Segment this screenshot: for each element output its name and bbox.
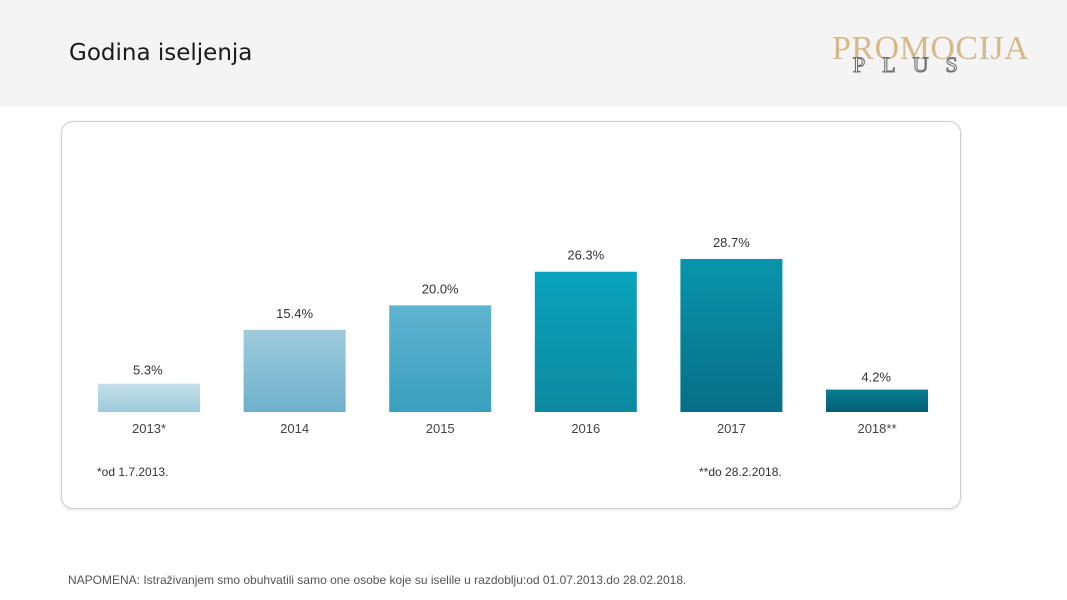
value-label-2017: 28.7% [713,235,750,250]
category-label-2016: 2016 [571,421,600,436]
note-end-date: **do 28.2.2018. [699,465,782,479]
chart-panel: 5.3% 2013* 15.4% 2014 20.0% 2015 26.3% 2016 28.7… [61,121,961,509]
logo-wordmark: PROMOCIJA [832,30,1030,67]
bar-2017 [680,258,783,412]
page-title: Godina iseljenja [69,40,253,66]
bar-2013* [98,383,200,412]
value-label-2016: 26.3% [567,248,604,263]
category-label-2014: 2014 [280,421,309,436]
value-label-2014: 15.4% [276,306,313,321]
header-bar: Godina iseljenja PROMOCIJA PLUS [0,0,1067,106]
logo-subtitle: PLUS [852,51,975,77]
value-label-2018**: 4.2% [861,370,891,385]
bar-2014 [243,329,346,412]
bar-2018** [826,389,928,412]
category-label-2013*: 2013* [132,421,166,436]
category-label-2018**: 2018** [857,421,896,436]
note-start-date: *od 1.7.2013. [97,465,169,479]
bar-2015 [389,305,492,412]
brand-logo: PROMOCIJA PLUS [832,30,1042,82]
category-label-2015: 2015 [426,421,455,436]
bar-chart: 5.3% 2013* 15.4% 2014 20.0% 2015 26.3% 2016 28.7… [98,235,928,436]
footnote: NAPOMENA: Istraživanjem smo obuhvatili s… [68,573,687,587]
category-label-2017: 2017 [717,421,746,436]
value-label-2013*: 5.3% [133,363,163,378]
value-label-2015: 20.0% [422,281,459,296]
bar-2016 [534,271,637,412]
